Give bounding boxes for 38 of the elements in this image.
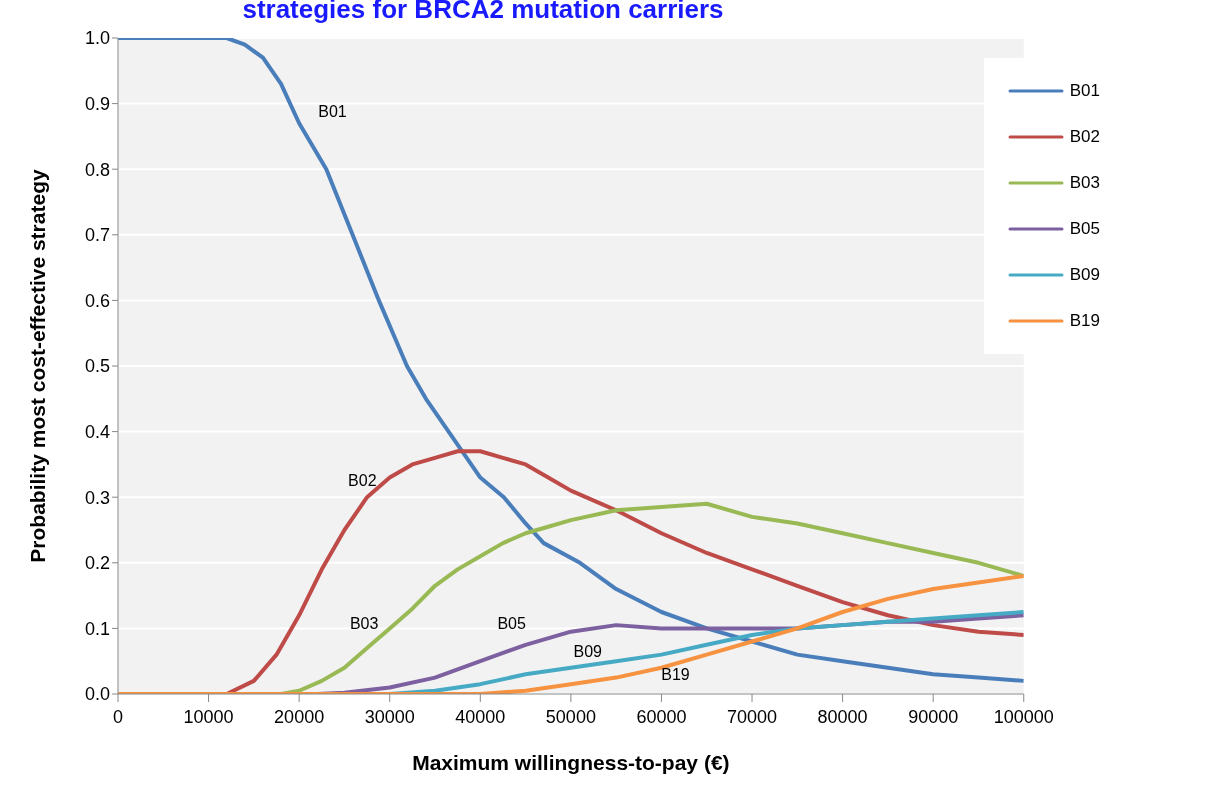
y-tick-label: 1.0 <box>84 28 110 49</box>
y-tick-label: 0.9 <box>84 93 110 114</box>
y-axis-title: Probability most cost-effective strategy <box>26 169 50 563</box>
legend-label: B09 <box>1069 265 1100 285</box>
x-tick-label: 80000 <box>817 706 868 727</box>
x-tick-label: 10000 <box>183 706 234 727</box>
y-tick-label: 0.4 <box>84 421 110 442</box>
y-tick-label: 0.7 <box>84 225 110 246</box>
chart-title: strategies for BRCA2 mutation carriers <box>241 0 725 25</box>
annotation: B05 <box>497 615 526 634</box>
annotation: B01 <box>318 103 347 122</box>
x-tick-label: 40000 <box>455 706 506 727</box>
annotation: B02 <box>348 472 377 491</box>
x-tick-label: 60000 <box>636 706 687 727</box>
x-tick-label: 90000 <box>908 706 959 727</box>
legend-label: B01 <box>1069 81 1100 101</box>
x-tick-label: 0 <box>112 706 124 727</box>
legend-label: B19 <box>1069 311 1100 331</box>
y-tick-label: 0.1 <box>84 618 110 639</box>
y-tick-label: 0.5 <box>84 356 110 377</box>
legend-label: B05 <box>1069 219 1100 239</box>
annotation: B19 <box>661 665 690 684</box>
line-series <box>118 38 1024 683</box>
legend-label: B02 <box>1069 127 1100 147</box>
legend-label: B03 <box>1069 173 1100 193</box>
x-tick-label: 50000 <box>545 706 596 727</box>
x-tick-label: 100000 <box>993 706 1054 727</box>
y-tick-label: 0.0 <box>84 684 110 705</box>
x-axis-title: Maximum willingness-to-pay (€) <box>412 751 730 774</box>
y-tick-label: 0.3 <box>84 487 110 508</box>
x-tick-label: 30000 <box>364 706 415 727</box>
y-tick-label: 0.2 <box>84 553 110 574</box>
annotation: B09 <box>573 642 602 661</box>
x-tick-label: 70000 <box>726 706 778 727</box>
x-tick-label: 20000 <box>274 706 325 727</box>
annotation: B03 <box>349 615 379 634</box>
y-tick-label: 0.8 <box>84 159 110 180</box>
y-tick-label: 0.6 <box>84 290 110 311</box>
